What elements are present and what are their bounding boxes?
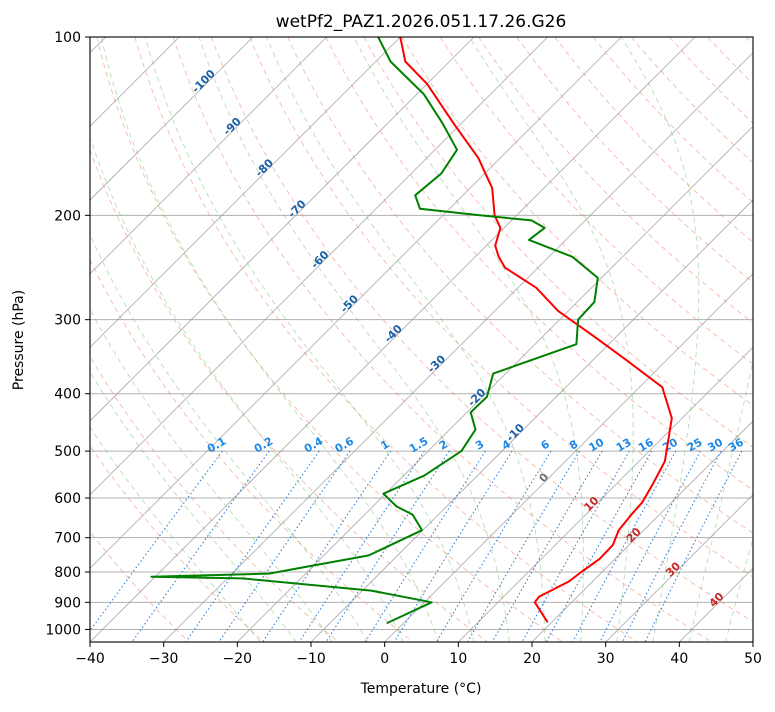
isotherm-label: -40	[382, 322, 405, 345]
mixing-ratio-label: 8	[567, 438, 580, 453]
isotherm-label: 30	[663, 559, 683, 579]
y-tick-label: 1000	[45, 622, 81, 638]
dry-adiabat-line	[59, 37, 488, 642]
y-tick-label: 900	[54, 595, 81, 611]
mixing-ratio-label: 0.4	[302, 434, 326, 455]
moist-adiabat-line	[5, 37, 332, 642]
moist-adiabat-line	[689, 37, 775, 642]
mixing-ratio-label: 0.2	[252, 435, 275, 456]
y-tick-label: 800	[54, 565, 81, 581]
isotherm-label: -80	[253, 156, 276, 179]
dry-adiabat-line	[708, 37, 775, 642]
y-tick-label: 500	[54, 444, 81, 460]
x-tick-label: 40	[670, 651, 688, 667]
dry-adiabat-line	[0, 37, 338, 642]
mixing-ratio-label: 20	[660, 435, 680, 454]
isotherm-line	[16, 37, 621, 642]
y-tick-label: 600	[54, 491, 81, 507]
mixing-ratio-line	[219, 451, 350, 642]
y-tick-label: 100	[54, 30, 81, 46]
isotherm-line	[237, 37, 775, 642]
isotherm-line	[679, 37, 775, 642]
isotherm-line	[0, 37, 253, 642]
x-tick-label: −40	[75, 651, 105, 667]
isotherm-label: -30	[425, 352, 448, 375]
isotherm-line	[532, 37, 775, 642]
y-axis-label: Pressure (hPa)	[11, 290, 27, 390]
dewpoint-line	[152, 37, 598, 623]
isotherm-label: -90	[221, 115, 244, 138]
isotherm-label: 40	[707, 590, 727, 610]
mixing-ratio-label: 36	[726, 435, 746, 454]
mixing-ratio-line	[522, 451, 629, 642]
moist-adiabat-line	[33, 37, 368, 642]
dry-adiabat-line	[593, 37, 775, 642]
isotherm-label: 20	[624, 525, 644, 545]
y-tick-label: 200	[54, 208, 81, 224]
isotherm-label: -50	[338, 292, 361, 315]
x-tick-label: −10	[296, 651, 326, 667]
mixing-ratio-line	[365, 451, 485, 642]
dry-adiabat-line	[670, 37, 775, 642]
x-tick-label: −20	[223, 651, 253, 667]
isotherm-line	[753, 37, 775, 642]
y-tick-label: 300	[54, 313, 81, 329]
dry-adiabat-line	[517, 37, 775, 642]
x-tick-label: 30	[597, 651, 615, 667]
isotherm-label: 10	[581, 494, 601, 514]
isotherm-line	[458, 37, 775, 642]
chart-title: wetPf2_PAZ1.2026.051.17.26.G26	[276, 12, 567, 32]
dry-adiabat-line	[0, 37, 189, 642]
x-tick-label: 10	[449, 651, 467, 667]
mixing-ratio-label: 13	[614, 436, 634, 455]
isotherm-label: -70	[285, 197, 308, 220]
y-tick-label: 700	[54, 531, 81, 547]
moist-adiabat-line	[470, 37, 634, 642]
mixing-ratio-line	[600, 451, 701, 642]
isotherm-line	[0, 37, 548, 642]
mixing-ratio-label: 3	[473, 438, 486, 453]
y-tick-label: 400	[54, 387, 81, 403]
mixing-ratio-label: 25	[685, 436, 705, 455]
mixing-ratio-label: 10	[587, 435, 607, 454]
isotherm-line	[164, 37, 769, 642]
mixing-ratio-label: 2	[437, 438, 450, 453]
mixing-ratio-line	[263, 451, 391, 642]
mixing-ratio-line	[468, 451, 580, 642]
moist-adiabat-line	[726, 37, 775, 642]
isotherm-label: -100	[189, 67, 218, 96]
dry-adiabat-line	[555, 37, 775, 642]
x-tick-label: −30	[149, 651, 179, 667]
mixing-ratio-line	[436, 451, 551, 642]
isotherm-line	[0, 37, 327, 642]
x-tick-label: 20	[523, 651, 541, 667]
mixing-ratio-label: 0.1	[205, 435, 228, 456]
x-axis-label: Temperature (°C)	[360, 681, 482, 697]
x-tick-label: 50	[744, 651, 762, 667]
x-tick-label: 0	[380, 651, 389, 667]
mixing-ratio-line	[573, 451, 676, 642]
dry-adiabat-line	[402, 37, 775, 642]
dry-adiabat-line	[746, 37, 775, 642]
dry-adiabat-line	[288, 37, 775, 642]
isotherm-line	[0, 37, 400, 642]
mixing-ratio-label: 6	[539, 437, 552, 452]
dry-adiabat-line	[20, 37, 413, 642]
